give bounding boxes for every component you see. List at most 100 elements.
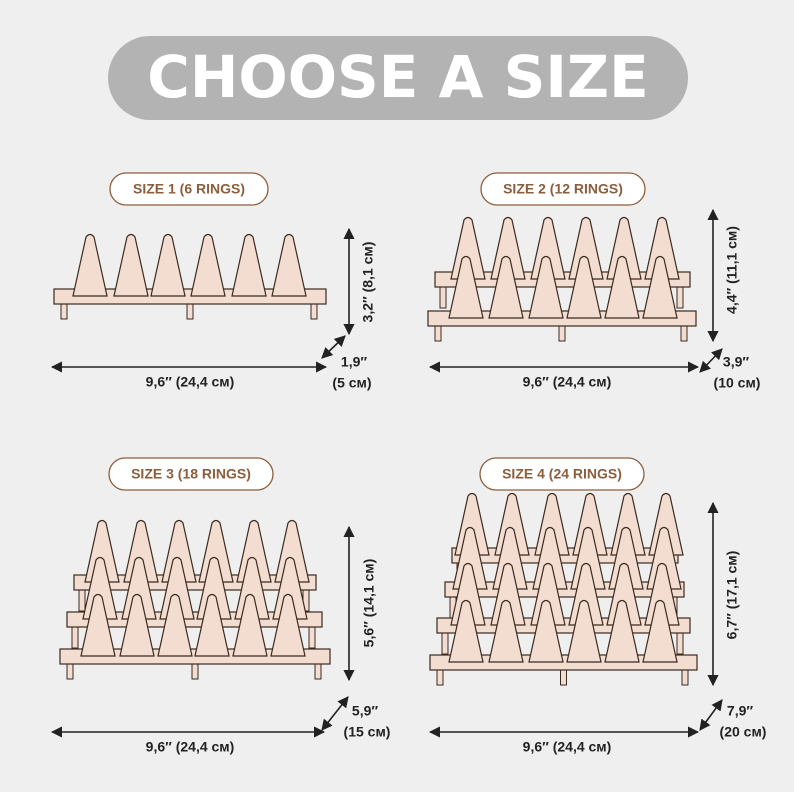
depth-arrow bbox=[699, 699, 723, 731]
ring-cone bbox=[194, 593, 230, 657]
height-dimension: 5,6″ (14,1 см) bbox=[361, 559, 377, 648]
ring-cone bbox=[646, 526, 682, 590]
ring-cone bbox=[604, 255, 640, 319]
stand-panel: SIZE 2 (12 RINGS) 4,4″ (11,1 см) 9,6″ (24,… bbox=[427, 172, 761, 391]
width-dimension: 9,6″ (24,4 см) bbox=[523, 374, 612, 390]
ring-cone bbox=[568, 562, 604, 626]
leg bbox=[310, 302, 318, 320]
ring-cone bbox=[80, 593, 116, 657]
leg bbox=[436, 668, 444, 686]
ring-cone bbox=[150, 233, 186, 297]
leg bbox=[71, 625, 79, 649]
height-dimension: 3,2″ (8,1 см) bbox=[360, 242, 376, 323]
leg bbox=[680, 324, 688, 342]
ring-cone bbox=[642, 255, 678, 319]
ring-cone bbox=[272, 556, 308, 620]
leg bbox=[314, 662, 322, 680]
depth-dimension: 3,9″ bbox=[723, 354, 749, 370]
depth-dimension: (15 см) bbox=[344, 724, 391, 740]
leg bbox=[439, 285, 447, 309]
stands: SIZE 1 (6 RINGS) 3,2″ (8,1 см) 9,6″ (24,4 … bbox=[50, 172, 767, 755]
leg bbox=[441, 631, 449, 655]
depth-dimension: 5,9″ bbox=[352, 703, 378, 719]
size-label-pill bbox=[480, 172, 646, 206]
width-dimension: 9,6″ (24,4 см) bbox=[146, 739, 235, 755]
ring-cone bbox=[450, 562, 486, 626]
ring-cone bbox=[566, 255, 602, 319]
depth-dimension: (20 см) bbox=[720, 724, 767, 740]
depth-dimension: (10 см) bbox=[714, 375, 761, 391]
ring-cone bbox=[490, 216, 526, 280]
size-label-pill bbox=[479, 457, 645, 491]
leg bbox=[308, 625, 316, 649]
ring-cone bbox=[448, 255, 484, 319]
ring-cone bbox=[644, 216, 680, 280]
width-dimension: 9,6″ (24,4 см) bbox=[523, 739, 612, 755]
ring-cone bbox=[123, 519, 159, 583]
ring-cone bbox=[450, 216, 486, 280]
title-pill bbox=[108, 36, 688, 120]
ring-cone bbox=[644, 562, 680, 626]
ring-cone bbox=[452, 526, 488, 590]
stand-panel: SIZE 3 (18 RINGS) 5,6″ (14,1 см) 9,6″ (24,… bbox=[50, 457, 391, 755]
ring-cone bbox=[490, 562, 526, 626]
leg bbox=[78, 588, 86, 612]
ring-cone bbox=[157, 593, 193, 657]
size-label: SIZE 4 (24 RINGS) bbox=[502, 466, 622, 482]
depth-dimension: 1,9″ bbox=[341, 354, 367, 370]
ring-cone bbox=[448, 599, 484, 663]
depth-arrow bbox=[321, 335, 346, 359]
leg bbox=[681, 668, 689, 686]
depth-dimension: (5 см) bbox=[332, 375, 371, 391]
size-label-pill bbox=[108, 457, 274, 491]
ring-cone bbox=[196, 556, 232, 620]
ring-cone bbox=[161, 519, 197, 583]
height-dimension: 6,7″ (17,1 см) bbox=[724, 551, 740, 640]
leg bbox=[558, 324, 566, 342]
ring-cone bbox=[606, 216, 642, 280]
leg bbox=[434, 324, 442, 342]
depth-dimension: 7,9″ bbox=[727, 703, 753, 719]
leg bbox=[191, 662, 199, 680]
ring-cone bbox=[271, 233, 307, 297]
ring-cone bbox=[528, 599, 564, 663]
ring-cone bbox=[274, 519, 310, 583]
leg bbox=[676, 631, 684, 655]
ring-cone bbox=[608, 526, 644, 590]
ring-cone bbox=[232, 593, 268, 657]
ring-cone bbox=[530, 216, 566, 280]
leg bbox=[186, 302, 194, 320]
ring-cone bbox=[530, 562, 566, 626]
ring-cone bbox=[113, 233, 149, 297]
height-dimension: 4,4″ (11,1 см) bbox=[724, 226, 740, 314]
size-label: SIZE 1 (6 RINGS) bbox=[133, 181, 245, 197]
ring-cone bbox=[159, 556, 195, 620]
ring-cone bbox=[84, 519, 120, 583]
ring-cone bbox=[72, 233, 108, 297]
ring-cone bbox=[492, 526, 528, 590]
ring-cone bbox=[488, 599, 524, 663]
ring-cone bbox=[234, 556, 270, 620]
ring-cone bbox=[532, 526, 568, 590]
ring-cone bbox=[119, 593, 155, 657]
depth-arrow bbox=[321, 696, 349, 731]
ring-cone bbox=[190, 233, 226, 297]
depth-arrow bbox=[699, 348, 723, 373]
size-label-pill bbox=[109, 172, 269, 206]
width-dimension: 9,6″ (24,4 см) bbox=[146, 374, 235, 390]
ring-cone bbox=[604, 599, 640, 663]
ring-cone bbox=[570, 526, 606, 590]
leg bbox=[60, 302, 68, 320]
size-label: SIZE 3 (18 RINGS) bbox=[131, 466, 251, 482]
ring-cone bbox=[236, 519, 272, 583]
ring-cone bbox=[528, 255, 564, 319]
ring-cone bbox=[642, 599, 678, 663]
size-label: SIZE 2 (12 RINGS) bbox=[503, 181, 623, 197]
ring-cone bbox=[270, 593, 306, 657]
leg bbox=[560, 668, 567, 686]
ring-cone bbox=[198, 519, 234, 583]
ring-cone bbox=[82, 556, 118, 620]
stand-panel: SIZE 1 (6 RINGS) 3,2″ (8,1 см) 9,6″ (24,4 … bbox=[50, 172, 376, 391]
stand-panel: SIZE 4 (24 RINGS) 6,7″ (17,1 см) 9,6″ (24,… bbox=[428, 457, 767, 755]
